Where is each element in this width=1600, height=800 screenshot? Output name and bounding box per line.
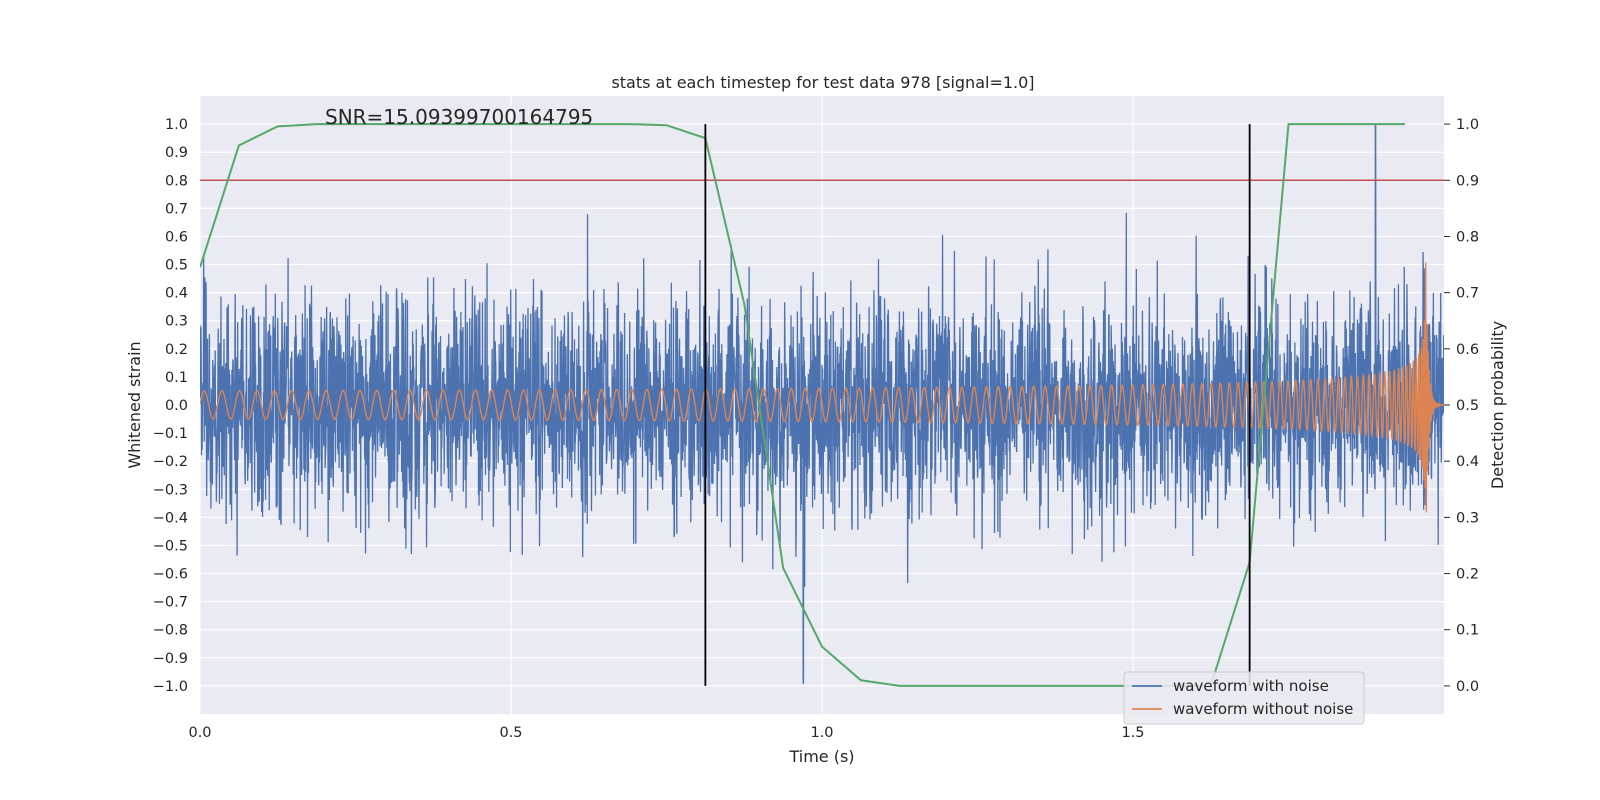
x-axis-label: Time (s) [788, 747, 854, 766]
y-left-tick-label-1: 0.9 [165, 145, 188, 161]
legend-label-clean: waveform without noise [1173, 700, 1353, 718]
y-left-tick-label-6: 0.4 [165, 286, 188, 302]
y-left-tick-label-0: 1.0 [165, 117, 188, 133]
y-left-tick-label-14: −0.4 [153, 510, 188, 526]
y-right-tick-label-10: 0.0 [1456, 679, 1479, 695]
y-left-tick-label-8: 0.2 [165, 342, 188, 358]
y-right-tick-label-8: 0.2 [1456, 567, 1479, 583]
y-left-tick-label-3: 0.7 [165, 201, 188, 217]
y-left-tick-label-13: −0.3 [153, 482, 188, 498]
x-axis-ticks: 0.0 0.5 1.0 1.5 [188, 725, 1144, 741]
y-left-tick-label-9: 0.1 [165, 370, 188, 386]
y-axis-label-left: Whitened strain [125, 341, 144, 468]
y-left-tick-label-11: −0.1 [153, 426, 188, 442]
x-tick-label-0: 0.0 [188, 725, 211, 741]
y-left-tick-label-19: −0.9 [153, 651, 188, 667]
y-right-tick-label-7: 0.3 [1456, 510, 1479, 526]
snr-annotation: SNR=15.09399700164795 [325, 105, 593, 129]
y-right-tick-label-2: 0.8 [1456, 229, 1479, 245]
series-waveform-without-noise [200, 262, 1444, 513]
y-axis-label-right: Detection probability [1488, 321, 1507, 489]
left-axis-ticks: 1.0 0.9 0.8 0.7 0.6 0.5 0.4 0.3 0.2 0.1 0.0 −0.1 −0.… [153, 117, 188, 695]
y-right-tick-label-3: 0.7 [1456, 286, 1479, 302]
legend-label-noise: waveform with noise [1173, 677, 1329, 695]
y-left-tick-label-2: 0.8 [165, 173, 188, 189]
right-axis-ticks: 1.0 0.9 0.8 0.7 0.6 0.5 0.4 0.3 0.2 0.1 0.0 [1444, 117, 1479, 695]
y-left-tick-label-5: 0.5 [165, 258, 188, 274]
y-left-tick-label-20: −1.0 [153, 679, 188, 695]
y-right-tick-label-4: 0.6 [1456, 342, 1479, 358]
y-left-tick-label-16: −0.6 [153, 567, 188, 583]
y-left-tick-label-7: 0.3 [165, 314, 188, 330]
x-tick-label-3: 1.5 [1121, 725, 1144, 741]
y-right-tick-label-1: 0.9 [1456, 173, 1479, 189]
series-waveform-with-noise [200, 123, 1444, 684]
y-left-tick-label-17: −0.7 [153, 595, 188, 611]
y-left-tick-label-12: −0.2 [153, 454, 188, 470]
x-tick-label-1: 0.5 [499, 725, 522, 741]
y-left-tick-label-15: −0.5 [153, 538, 188, 554]
y-right-tick-label-9: 0.1 [1456, 623, 1479, 639]
plot-content [200, 123, 1444, 687]
y-right-tick-label-6: 0.4 [1456, 454, 1479, 470]
y-left-tick-label-4: 0.6 [165, 229, 188, 245]
y-right-tick-label-5: 0.5 [1456, 398, 1479, 414]
y-right-tick-label-0: 1.0 [1456, 117, 1479, 133]
chart-title: stats at each timestep for test data 978… [611, 73, 1034, 92]
y-left-tick-label-18: −0.8 [153, 623, 188, 639]
legend-frame [1123, 671, 1365, 725]
x-tick-label-2: 1.0 [810, 725, 833, 741]
legend: waveform with noise waveform without noi… [1123, 671, 1365, 725]
y-left-tick-label-10: 0.0 [165, 398, 188, 414]
